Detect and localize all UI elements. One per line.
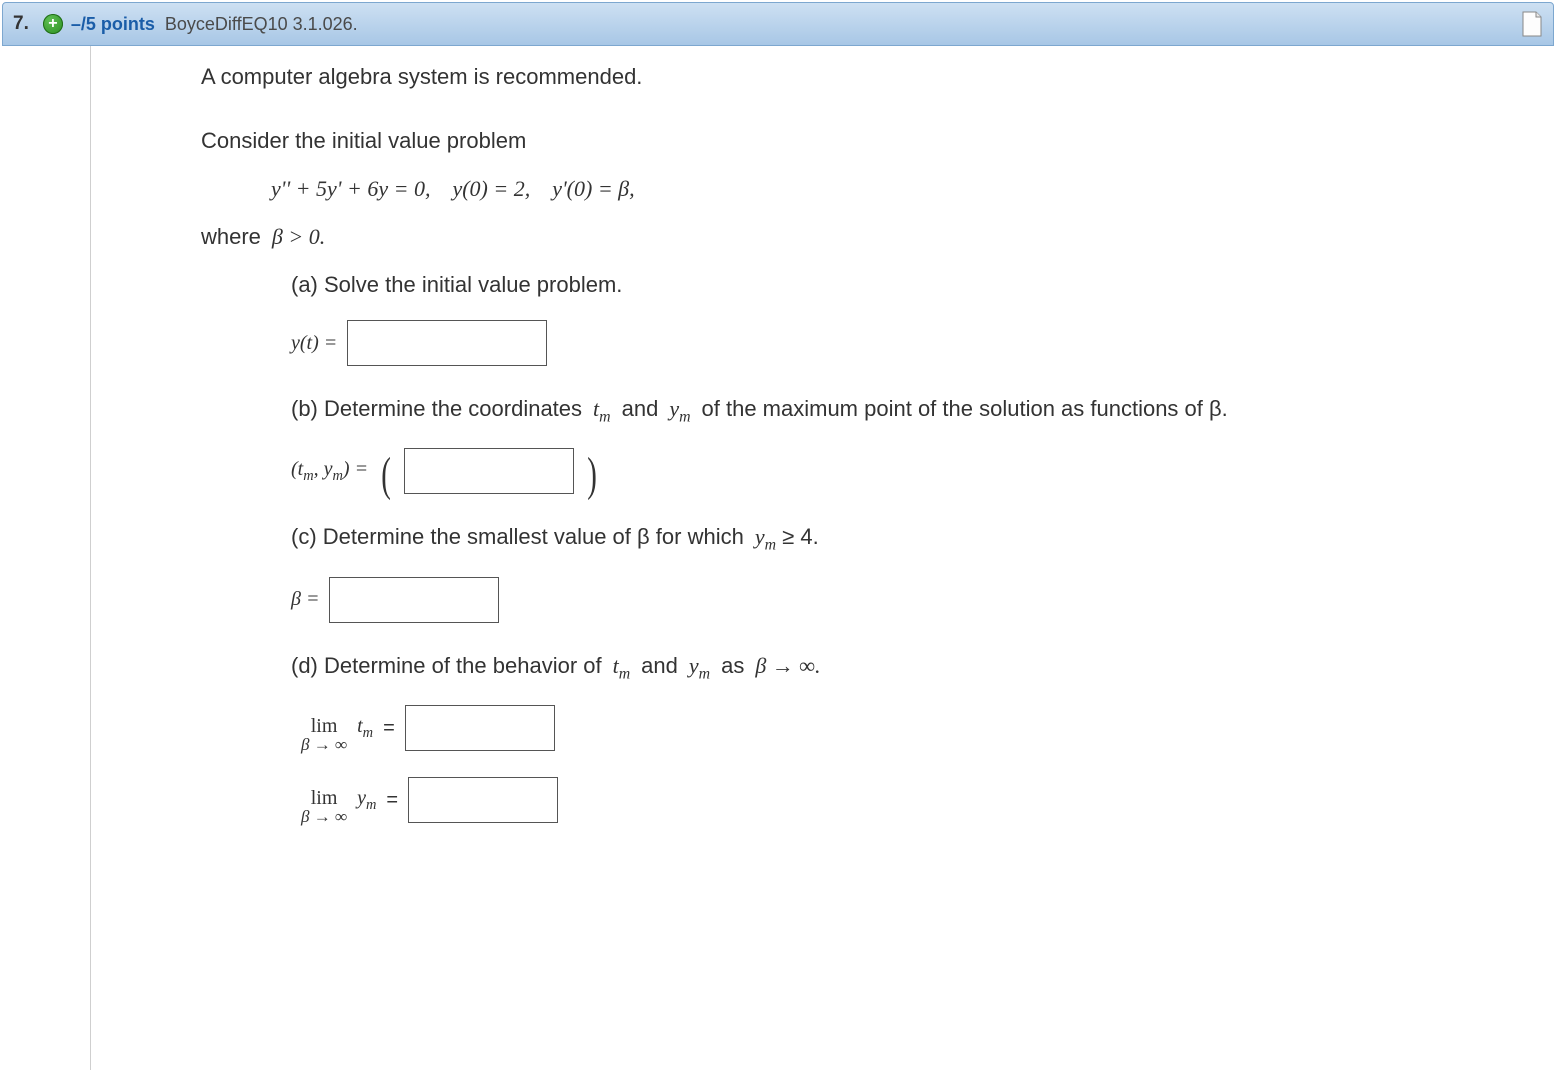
part-d: (d) Determine of the behavior of tm and … <box>291 653 1516 823</box>
cas-recommendation: A computer algebra system is recommended… <box>201 64 1516 90</box>
lim-ym-y: y <box>357 787 366 809</box>
d-ym-y: y <box>689 653 699 678</box>
b-ym: ym <box>669 396 690 421</box>
d-ym: ym <box>689 653 710 678</box>
d-pre: (d) Determine of the behavior of <box>291 653 613 678</box>
b-tm-sub: m <box>599 408 610 425</box>
limit-tm: lim β → ∞ <box>301 716 347 753</box>
question-body: A computer algebra system is recommended… <box>90 46 1556 1070</box>
lim-ym-var: ym <box>357 787 376 814</box>
part-d-tm-input[interactable] <box>405 705 555 751</box>
consider-line: Consider the initial value problem <box>201 128 1516 154</box>
lim-top-1: lim <box>311 716 338 736</box>
source-label: BoyceDiffEQ10 3.1.026. <box>165 14 358 35</box>
part-a: (a) Solve the initial value problem. y(t… <box>291 272 1516 366</box>
eq-2: = <box>386 789 398 812</box>
notes-icon[interactable] <box>1521 11 1543 37</box>
c-ym: ym <box>755 524 776 549</box>
b-lhs-mid: , y <box>314 458 333 480</box>
equation-text: y'' + 5y' + 6y = 0, y(0) = 2, y'(0) = β, <box>271 176 635 201</box>
b-ym-y: y <box>669 396 679 421</box>
c-pre: (c) Determine the smallest value of β fo… <box>291 524 755 549</box>
b-post: of the maximum point of the solution as … <box>691 396 1228 421</box>
b-and: and <box>611 396 670 421</box>
c-ym-y: y <box>755 524 765 549</box>
lim-ym-sub: m <box>366 797 376 813</box>
where-line: where β > 0. <box>201 224 1516 250</box>
part-c-prompt: (c) Determine the smallest value of β fo… <box>291 524 1516 554</box>
part-b-prompt: (b) Determine the coordinates tm and ym … <box>291 396 1516 426</box>
part-b-input[interactable] <box>404 448 574 494</box>
b-tm: tm <box>593 396 611 421</box>
page-root: 7. + –/5 points BoyceDiffEQ10 3.1.026. A… <box>0 2 1556 1072</box>
lim-tm-sub: m <box>363 725 373 741</box>
lim-tm-var: tm <box>357 715 373 742</box>
part-d-ym-row: lim β → ∞ ym = <box>301 777 1516 823</box>
part-a-answer-row: y(t) = <box>291 320 1516 366</box>
part-d-tm-row: lim β → ∞ tm = <box>301 705 1516 751</box>
d-tm-sub: m <box>619 665 630 682</box>
d-and: and <box>630 653 689 678</box>
part-d-prompt: (d) Determine of the behavior of tm and … <box>291 653 1516 683</box>
c-ym-sub: m <box>765 537 776 554</box>
lim-top-2: lim <box>311 788 338 808</box>
part-a-lhs: y(t) = <box>291 332 337 355</box>
part-b-answer-row: (tm, ym) = ( ) <box>291 448 1516 494</box>
part-c-lhs: β = <box>291 588 319 611</box>
b-lhs-pre: (t <box>291 458 303 480</box>
where-cond: β > 0. <box>272 224 325 249</box>
right-paren-icon: ) <box>587 456 597 494</box>
ivp-equation: y'' + 5y' + 6y = 0, y(0) = 2, y'(0) = β, <box>271 176 1516 202</box>
d-tm: tm <box>613 653 631 678</box>
expand-icon[interactable]: + <box>43 14 63 34</box>
b-lhs-ysub: m <box>333 468 343 484</box>
left-paren-icon: ( <box>381 456 391 494</box>
lim-bot-1: β → ∞ <box>301 736 347 753</box>
question-number: 7. <box>13 13 29 35</box>
where-pre: where <box>201 224 272 249</box>
points-label: –/5 points <box>71 14 155 35</box>
part-c-input[interactable] <box>329 577 499 623</box>
d-post: as <box>710 653 755 678</box>
eq-1: = <box>383 717 395 740</box>
part-b-lhs: (tm, ym) = <box>291 458 368 485</box>
b-lhs-tsub: m <box>303 468 313 484</box>
question-header: 7. + –/5 points BoyceDiffEQ10 3.1.026. <box>2 2 1554 46</box>
lim-bot-2: β → ∞ <box>301 808 347 825</box>
b-pre: (b) Determine the coordinates <box>291 396 593 421</box>
c-cond: ≥ 4. <box>776 524 819 549</box>
part-a-prompt: (a) Solve the initial value problem. <box>291 272 1516 298</box>
part-b: (b) Determine the coordinates tm and ym … <box>291 396 1516 494</box>
b-lhs-post: ) = <box>343 458 368 480</box>
b-ym-sub: m <box>679 408 690 425</box>
part-c: (c) Determine the smallest value of β fo… <box>291 524 1516 622</box>
part-c-answer-row: β = <box>291 577 1516 623</box>
part-a-input[interactable] <box>347 320 547 366</box>
d-ascond: β → ∞. <box>755 653 820 678</box>
limit-ym: lim β → ∞ <box>301 788 347 825</box>
d-ym-sub: m <box>699 665 710 682</box>
part-d-ym-input[interactable] <box>408 777 558 823</box>
